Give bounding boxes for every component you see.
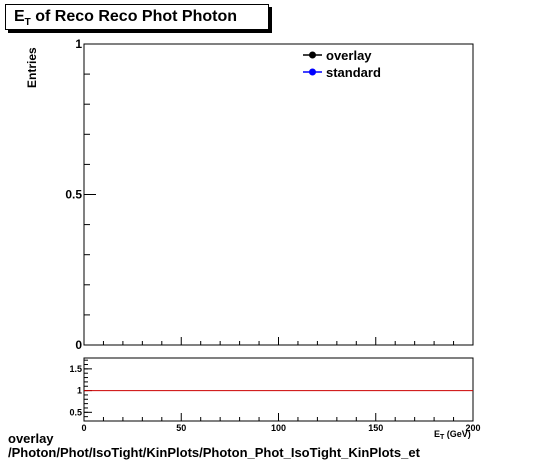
ratio-x-tick-label: 100	[271, 423, 286, 433]
legend-label-standard: standard	[326, 65, 381, 80]
ratio-x-tick-label: 200	[465, 423, 480, 433]
title-subscript: T	[24, 17, 31, 28]
ratio-x-tick-label: 50	[176, 423, 186, 433]
chart-title-box: ET of Reco Reco Phot Photon	[5, 4, 269, 30]
ratio-x-tick-label: 150	[368, 423, 383, 433]
ratio-plot-frame	[83, 357, 474, 422]
ratio-y-tick-label: 1.5	[69, 364, 82, 374]
y-axis-label: Entries	[25, 47, 39, 88]
y-tick-label: 0.5	[65, 188, 82, 202]
title-rest: of Reco Reco Phot Photon	[30, 8, 237, 25]
ratio-y-tick-label: 1	[77, 386, 82, 396]
main-plot: 0 0.5 1 Entries overlay standard	[25, 37, 474, 352]
legend-marker-standard	[309, 68, 316, 76]
x-axis-label: ET (GeV)	[434, 429, 471, 441]
legend-marker-overlay	[309, 51, 316, 59]
y-tick-label: 0	[75, 338, 82, 352]
ratio-x-tick-label: 0	[81, 423, 86, 433]
legend-label-overlay: overlay	[326, 48, 372, 63]
ratio-y-tick-label: 0.5	[69, 407, 82, 417]
y-tick-label: 1	[75, 37, 82, 51]
footer-label: overlay	[8, 431, 54, 446]
main-plot-frame	[83, 43, 474, 346]
title-main: E	[14, 8, 25, 25]
footer-path: /Photon/Phot/IsoTight/KinPlots/Photon_Ph…	[8, 445, 420, 460]
chart-title: ET of Reco Reco Phot Photon	[14, 8, 237, 28]
